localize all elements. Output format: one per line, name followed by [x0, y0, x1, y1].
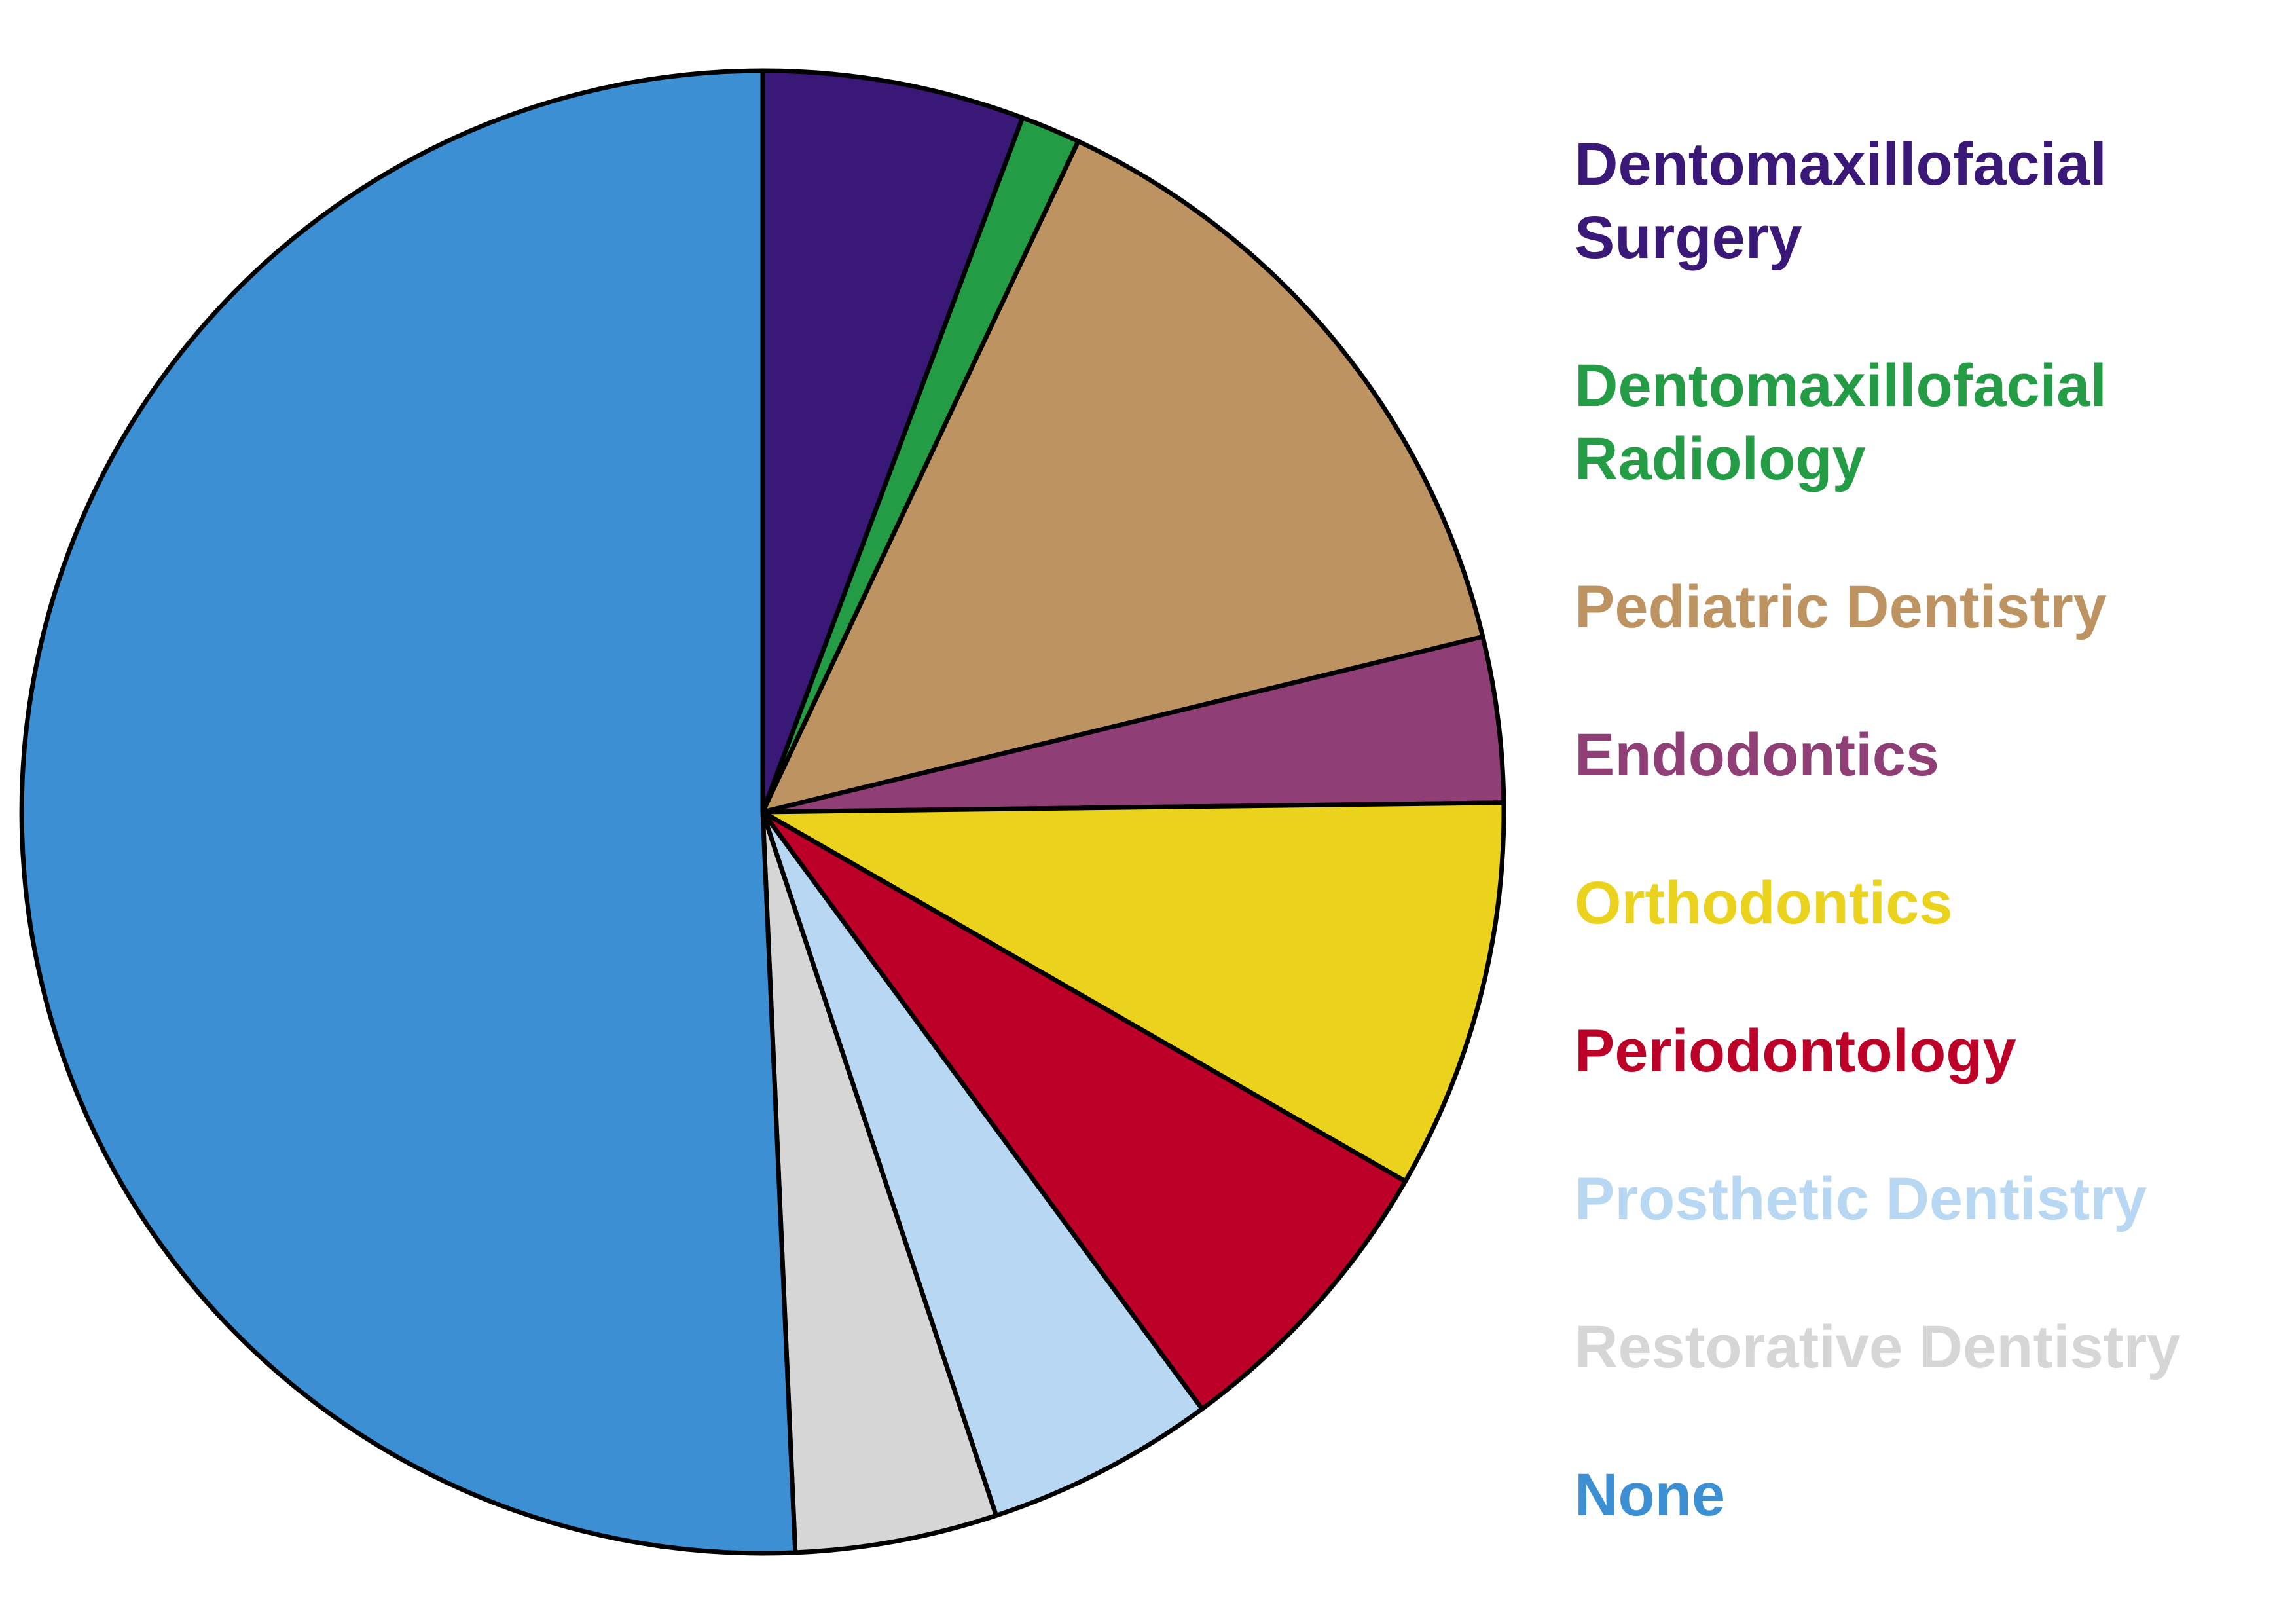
pie-slice-pediatric-dentistry [760, 139, 1485, 815]
legend-entry-orthodontics: Orthodontics [1575, 870, 1953, 936]
chart-legend: Dentomaxillofacial SurgeryDentomaxillofac… [1575, 131, 2180, 1528]
legend-entry-line: Periodontology [1575, 1018, 2016, 1084]
legend-entry-pediatric-dentistry: Pediatric Dentistry [1575, 574, 2107, 640]
pie-slice-periodontology [760, 809, 1408, 1412]
legend-entry-restorative-dentistry: Restorative Dentistry [1575, 1314, 2180, 1380]
pie-slices [19, 68, 1506, 1556]
pie-slice-none [19, 68, 798, 1556]
pie-slice-prosthetic-dentistry [760, 809, 1205, 1518]
legend-entry-prosthetic-dentistry: Prosthetic Dentistry [1575, 1166, 2147, 1232]
legend-entry-none: None [1575, 1462, 1725, 1528]
pie-slice-orthodontics [760, 800, 1506, 1184]
legend-entry-line: None [1575, 1462, 1725, 1528]
legend-entry-line: Radiology [1575, 426, 1866, 492]
pie-slice-endodontics [760, 634, 1506, 815]
legend-entry-line: Restorative Dentistry [1575, 1314, 2180, 1380]
legend-entry-line: Pediatric Dentistry [1575, 574, 2107, 640]
legend-entry-line: Endodontics [1575, 722, 1939, 788]
legend-entry-periodontology: Periodontology [1575, 1018, 2016, 1084]
legend-entry-endodontics: Endodontics [1575, 722, 1939, 788]
legend-entry-line: Orthodontics [1575, 870, 1953, 936]
pie-slice-restorative-dentistry [760, 809, 999, 1555]
legend-entry-dentomaxillofacial-radiology: Dentomaxillofacial Radiology [1575, 352, 2107, 492]
legend-entry-line: Prosthetic Dentistry [1575, 1166, 2147, 1232]
legend-entry-line: Surgery [1575, 204, 1802, 271]
legend-entry-line: Dentomaxillofacial [1575, 352, 2107, 419]
pie-slice-dentomaxillofacial-surgery [760, 68, 1025, 815]
legend-entry-line: Dentomaxillofacial [1575, 131, 2107, 198]
legend-entry-dentomaxillofacial-surgery: Dentomaxillofacial Surgery [1575, 131, 2107, 271]
